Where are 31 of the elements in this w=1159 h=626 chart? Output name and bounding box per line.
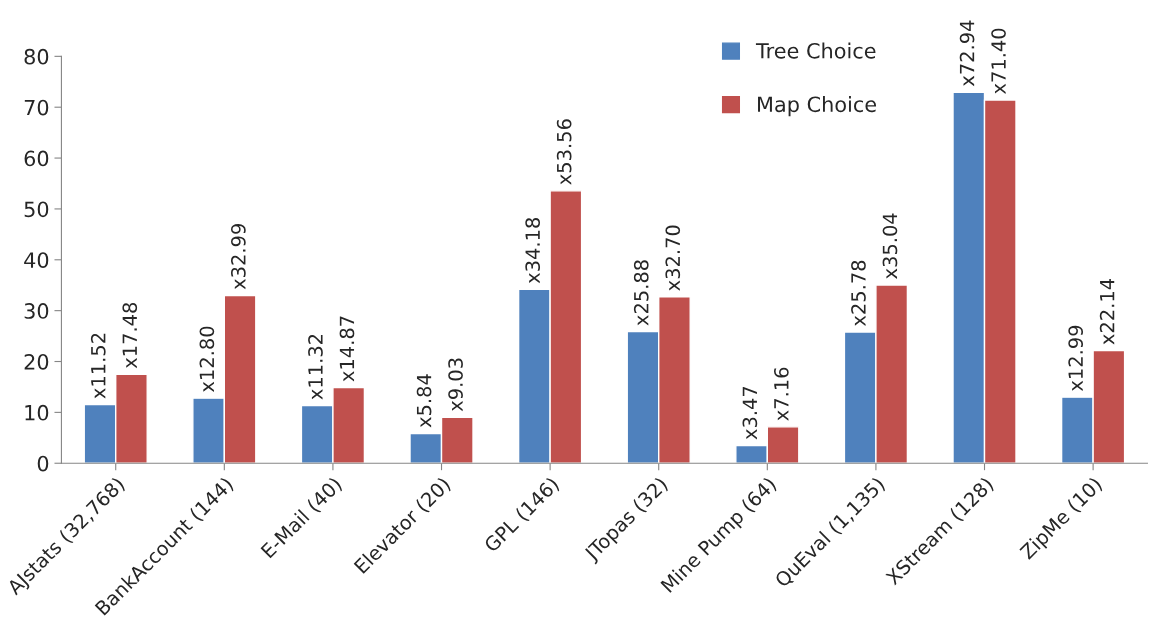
data-label: x32.99	[231, 224, 246, 290]
y-tick-label: 50	[24, 201, 49, 218]
data-label: x3.47	[742, 386, 758, 440]
data-label: x53.56	[556, 119, 572, 185]
data-label: x71.40	[991, 28, 1006, 94]
data-label: x32.70	[665, 225, 681, 291]
y-tick-label: 80	[24, 48, 49, 65]
y-tick-label: 20	[24, 353, 49, 370]
data-label: x9.03	[448, 358, 463, 412]
data-label: x17.48	[122, 302, 138, 369]
data-label: x14.87	[339, 316, 355, 382]
data-label: x34.18	[525, 217, 541, 284]
y-tick-label: 0	[37, 455, 49, 472]
data-label: x11.52	[90, 333, 106, 399]
legend-label: Tree Choice	[755, 42, 876, 59]
data-label: x12.80	[199, 326, 215, 393]
data-label: x25.88	[633, 260, 649, 326]
y-tick-label: 30	[24, 303, 49, 319]
legend-label: Map Choice	[758, 96, 877, 117]
data-label: x11.32	[308, 334, 323, 400]
data-label: x72.94	[959, 20, 975, 87]
data-label: x22.14	[1099, 278, 1115, 345]
data-label: x12.99	[1068, 325, 1084, 392]
y-tick-label: 10	[25, 404, 49, 421]
data-label: x35.04	[882, 213, 898, 279]
data-label: x7.16	[774, 367, 789, 421]
data-label: x25.78	[851, 260, 866, 326]
y-tick-label: 70	[24, 99, 49, 116]
y-tick-label: 60	[24, 150, 49, 167]
data-label: x5.84	[416, 374, 432, 428]
y-tick-label: 40	[24, 252, 49, 268]
